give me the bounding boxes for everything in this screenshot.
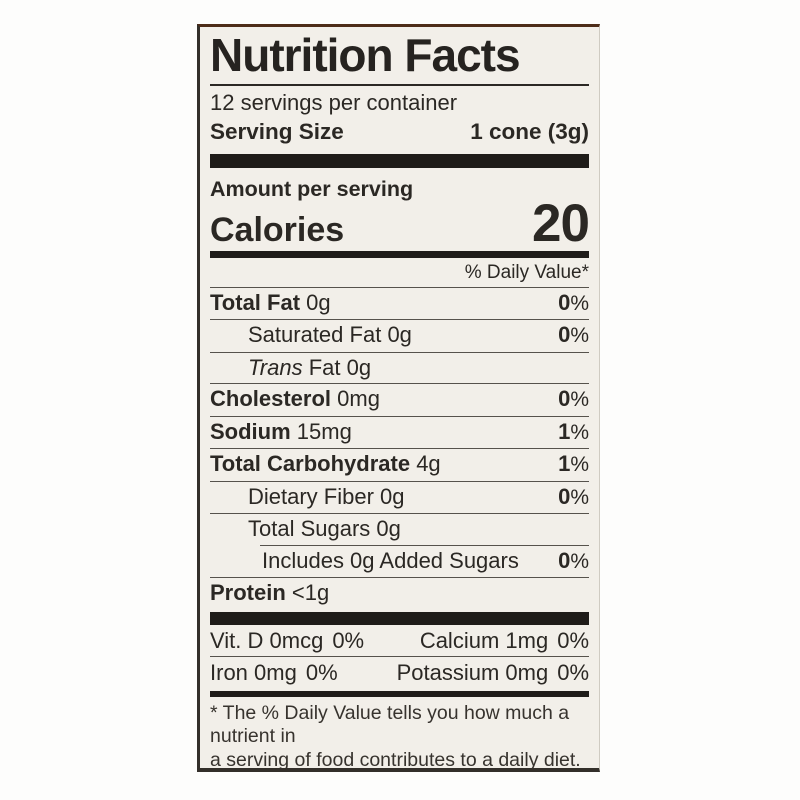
nutrient-row-total-sugars: Total Sugars 0g [210, 513, 589, 545]
nutrient-name-amount: Total Fat 0g [210, 289, 331, 315]
micronutrient-rows: Vit. D 0mcg 0% Calcium 1mg 0% Iron 0mg 0% P… [210, 625, 589, 689]
daily-value-footnote: * The % Daily Value tells you how much a… [210, 701, 589, 771]
nutrient-row-total-carbohydrate: Total Carbohydrate 4g 1% [210, 448, 589, 481]
micronutrient-row: Vit. D 0mcg 0% Calcium 1mg 0% [210, 625, 589, 657]
nutrient-row-sodium: Sodium 15mg 1% [210, 415, 589, 449]
section-divider-bar [210, 611, 589, 625]
amount-per-serving: Amount per serving [210, 176, 414, 201]
nutrient-name-amount: Sodium 15mg [210, 418, 352, 444]
nutrient-name-amount: Total Sugars 0g [248, 516, 401, 542]
title-divider [210, 83, 589, 86]
calories-value: 20 [532, 193, 590, 253]
nutrient-name-amount: Dietary Fiber 0g [248, 483, 405, 509]
nutrient-row-total-fat: Total Fat 0g 0% [210, 286, 589, 320]
daily-value: 0% [558, 386, 589, 412]
micronutrient-iron: Iron 0mg 0% [210, 660, 338, 686]
micronutrient-vitamin-d: Vit. D 0mcg 0% [210, 627, 365, 653]
nutrient-row-cholesterol: Cholesterol 0mg 0% [210, 383, 589, 416]
nutrient-rows: Total Fat 0g 0% Saturated Fat 0g 0% Tran… [210, 286, 589, 609]
serving-size-label: Serving Size [210, 118, 344, 144]
servings-per-container: 12 servings per container [210, 89, 458, 115]
serving-size-value: 1 cone (3g) [470, 118, 589, 144]
nutrient-name-amount: Cholesterol 0mg [210, 386, 380, 412]
nutrient-name-amount: Protein <1g [210, 580, 330, 606]
nutrient-name-amount: Trans Fat 0g [248, 354, 372, 380]
daily-value: 0% [558, 322, 589, 348]
daily-value: 1% [558, 418, 589, 444]
daily-value: 0% [558, 547, 589, 573]
nutrient-row-added-sugars: Includes 0g Added Sugars 0% [210, 546, 589, 578]
daily-value: 0% [558, 289, 589, 315]
micronutrient-potassium: Potassium 0mg 0% [396, 660, 589, 686]
daily-value-header: % Daily Value* [464, 261, 589, 283]
footnote-line: * The % Daily Value tells you how much a… [210, 701, 570, 748]
daily-value: 0% [558, 483, 589, 509]
nutrient-row-protein: Protein <1g [210, 577, 589, 609]
nutrient-row-dietary-fiber: Dietary Fiber 0g 0% [210, 480, 589, 514]
label-title: Nutrition Facts [210, 29, 521, 81]
nutrient-name-amount: Includes 0g Added Sugars [262, 547, 519, 573]
section-divider-bar [210, 690, 589, 697]
micronutrient-calcium: Calcium 1mg 0% [419, 627, 589, 653]
nutrient-name-amount: Saturated Fat 0g [248, 322, 412, 348]
nutrient-row-saturated-fat: Saturated Fat 0g 0% [210, 319, 589, 352]
serving-size-row: Serving Size 1 cone (3g) [210, 117, 589, 146]
calories-row: Calories 20 [210, 193, 590, 253]
nutrient-name-amount: Total Carbohydrate 4g [210, 451, 441, 477]
nutrient-row-trans-fat: Trans Fat 0g [210, 351, 589, 384]
indented-divider [260, 544, 589, 546]
nutrition-facts-label: Nutrition Facts 12 servings per containe… [197, 24, 600, 772]
section-divider-bar [210, 153, 589, 168]
daily-value: 1% [558, 451, 589, 477]
section-divider-bar [210, 250, 589, 258]
calories-label: Calories [210, 210, 345, 249]
footnote-line: a serving of food contributes to a daily… [210, 748, 581, 771]
micronutrient-row: Iron 0mg 0% Potassium 0mg 0% [210, 656, 589, 689]
